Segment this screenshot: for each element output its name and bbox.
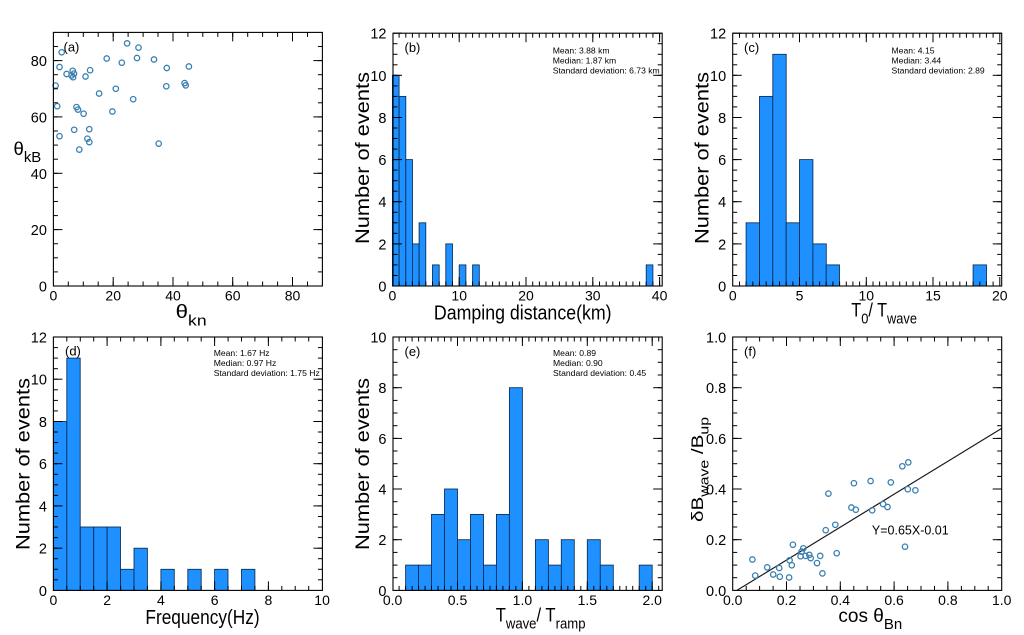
svg-text:Mean: 0.89: Mean: 0.89 — [553, 348, 596, 358]
svg-text:Number of events: Number of events — [13, 378, 34, 550]
svg-text:8: 8 — [378, 381, 386, 397]
svg-text:12: 12 — [31, 331, 47, 347]
svg-text:80: 80 — [285, 288, 301, 304]
svg-text:Standard deviation: 2.89: Standard deviation: 2.89 — [892, 65, 985, 75]
svg-text:6: 6 — [39, 457, 47, 473]
svg-text:2: 2 — [378, 533, 386, 549]
svg-text:4: 4 — [39, 499, 47, 515]
svg-text:10: 10 — [859, 288, 875, 304]
svg-text:2: 2 — [718, 237, 726, 253]
svg-text:10: 10 — [370, 69, 386, 85]
svg-text:Median: 0.97 Hz: Median: 0.97 Hz — [214, 358, 277, 368]
svg-text:20: 20 — [31, 223, 47, 239]
svg-text:0.2: 0.2 — [706, 533, 726, 549]
svg-text:Mean: 4.15: Mean: 4.15 — [892, 45, 935, 55]
svg-text:0.2: 0.2 — [777, 592, 797, 608]
svg-text:20: 20 — [992, 288, 1008, 304]
svg-text:5: 5 — [796, 288, 804, 304]
svg-text:Median: 3.44: Median: 3.44 — [892, 55, 942, 65]
svg-text:0: 0 — [378, 280, 386, 296]
svg-text:0: 0 — [39, 584, 47, 600]
svg-text:0: 0 — [729, 288, 737, 304]
svg-text:40: 40 — [165, 288, 181, 304]
svg-text:60: 60 — [31, 110, 47, 126]
svg-text:0.0: 0.0 — [383, 592, 403, 608]
svg-text:0.6: 0.6 — [884, 592, 904, 608]
svg-text:6: 6 — [378, 153, 386, 169]
svg-text:2: 2 — [39, 542, 47, 558]
svg-text:15: 15 — [925, 288, 941, 304]
svg-text:2.0: 2.0 — [642, 592, 662, 608]
svg-text:Mean: 1.67 Hz: Mean: 1.67 Hz — [214, 348, 270, 358]
svg-text:0.0: 0.0 — [706, 584, 726, 600]
svg-text:12: 12 — [370, 27, 386, 43]
svg-text:4: 4 — [718, 195, 726, 211]
svg-text:0: 0 — [50, 288, 58, 304]
svg-text:(a): (a) — [64, 40, 80, 55]
svg-text:8: 8 — [378, 111, 386, 127]
svg-text:8: 8 — [39, 415, 47, 431]
svg-text:20: 20 — [105, 288, 121, 304]
svg-text:0: 0 — [39, 280, 47, 296]
svg-text:0.0: 0.0 — [723, 592, 743, 608]
svg-text:(f): (f) — [744, 344, 756, 359]
svg-text:20: 20 — [518, 288, 534, 304]
svg-text:40: 40 — [652, 288, 668, 304]
svg-text:0.5: 0.5 — [448, 592, 468, 608]
svg-text:Standard deviation: 6.73 km: Standard deviation: 6.73 km — [553, 65, 660, 75]
svg-text:80: 80 — [31, 54, 47, 70]
svg-text:10: 10 — [710, 69, 726, 85]
svg-text:1.0: 1.0 — [706, 331, 726, 347]
svg-text:0: 0 — [50, 592, 58, 608]
svg-text:0: 0 — [378, 584, 386, 600]
svg-text:4: 4 — [157, 592, 165, 608]
svg-text:10: 10 — [451, 288, 467, 304]
svg-text:40: 40 — [31, 167, 47, 183]
svg-text:6: 6 — [718, 153, 726, 169]
svg-text:0.6: 0.6 — [706, 432, 726, 448]
svg-text:0.8: 0.8 — [706, 381, 726, 397]
svg-text:(b): (b) — [405, 40, 421, 55]
svg-text:2: 2 — [378, 237, 386, 253]
svg-text:0.4: 0.4 — [706, 483, 726, 499]
svg-text:1.0: 1.0 — [992, 592, 1012, 608]
svg-text:0: 0 — [389, 288, 397, 304]
svg-text:10: 10 — [314, 592, 330, 608]
svg-text:Standard deviation: 0.45: Standard deviation: 0.45 — [553, 368, 646, 378]
svg-text:Median: 0.90: Median: 0.90 — [553, 358, 603, 368]
svg-text:(c): (c) — [744, 40, 759, 55]
svg-text:Mean: 3.88 km: Mean: 3.88 km — [553, 45, 610, 55]
svg-text:0: 0 — [718, 280, 726, 296]
svg-text:4: 4 — [378, 195, 386, 211]
svg-text:Frequency(Hz): Frequency(Hz) — [145, 607, 259, 629]
svg-text:1.5: 1.5 — [578, 592, 598, 608]
svg-text:Damping distance(km): Damping distance(km) — [434, 303, 612, 325]
svg-text:Y=0.65X-0.01: Y=0.65X-0.01 — [872, 524, 949, 538]
svg-text:10: 10 — [31, 373, 47, 389]
svg-text:8: 8 — [718, 111, 726, 127]
svg-text:8: 8 — [265, 592, 273, 608]
svg-text:Number of events: Number of events — [353, 378, 374, 550]
svg-text:30: 30 — [585, 288, 601, 304]
svg-text:1.0: 1.0 — [513, 592, 533, 608]
svg-text:4: 4 — [378, 483, 386, 499]
svg-text:(e): (e) — [405, 344, 421, 359]
svg-text:0.8: 0.8 — [938, 592, 958, 608]
svg-text:Number of events: Number of events — [353, 72, 374, 244]
svg-text:2: 2 — [103, 592, 111, 608]
svg-text:6: 6 — [378, 432, 386, 448]
svg-text:Median: 1.87 km: Median: 1.87 km — [553, 55, 617, 65]
svg-text:60: 60 — [225, 288, 241, 304]
svg-text:0.4: 0.4 — [831, 592, 851, 608]
svg-text:Number of events: Number of events — [693, 72, 714, 244]
svg-text:6: 6 — [211, 592, 219, 608]
svg-text:Standard deviation: 1.75 Hz: Standard deviation: 1.75 Hz — [214, 368, 320, 378]
svg-text:12: 12 — [710, 27, 726, 43]
svg-text:10: 10 — [370, 331, 386, 347]
svg-text:(d): (d) — [65, 344, 81, 359]
